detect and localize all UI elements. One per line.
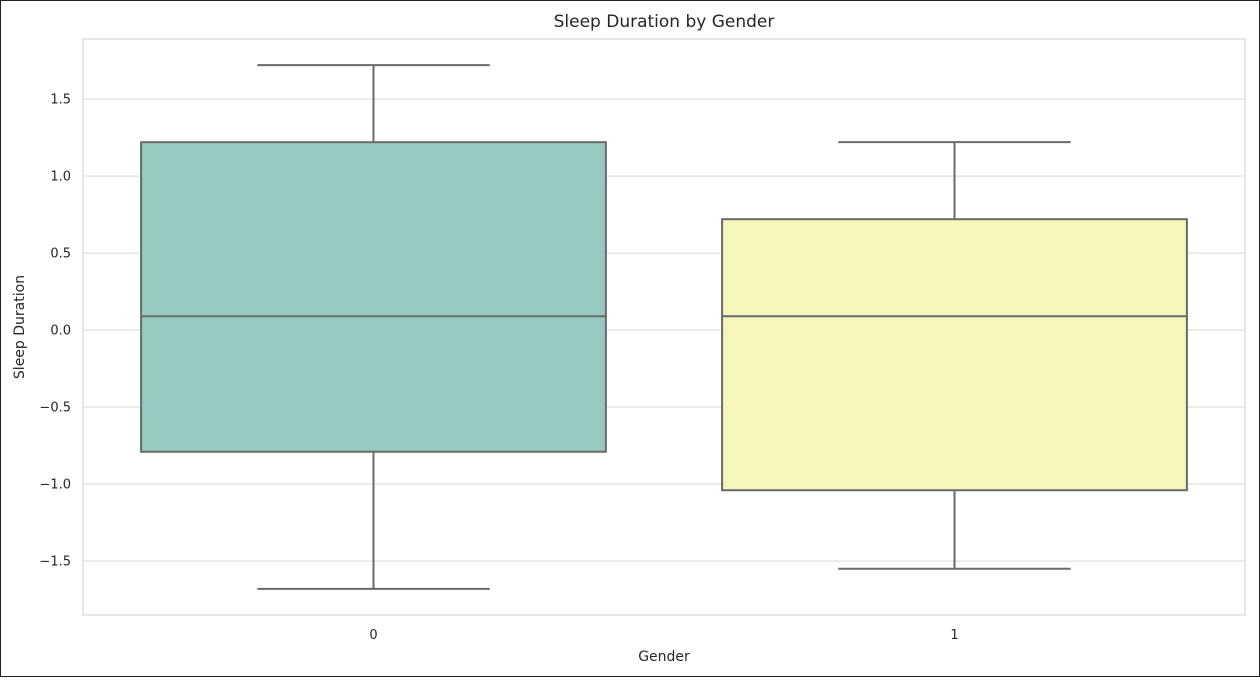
x-axis-label: Gender	[638, 649, 690, 665]
y-axis-label: Sleep Duration	[12, 275, 28, 379]
y-tick-label: 1.0	[50, 170, 71, 185]
box-group-1	[721, 141, 1188, 570]
x-tick-label: 0	[369, 628, 377, 643]
box-layer	[140, 64, 1188, 590]
box-iqr	[721, 218, 1188, 492]
chart-title: Sleep Duration by Gender	[554, 12, 775, 32]
y-tick-label: −0.5	[39, 401, 71, 416]
y-tick-label: −1.5	[39, 555, 71, 570]
y-tick-label: 1.5	[50, 93, 71, 108]
y-tick-labels: −1.5 −1.0 −0.5 0.0 0.5 1.0 1.5	[39, 93, 71, 570]
y-tick-label: −1.0	[39, 478, 71, 493]
y-tick-label: 0.5	[50, 247, 71, 262]
box-iqr	[140, 141, 607, 453]
y-tick-label: 0.0	[50, 324, 71, 339]
x-tick-label: 1	[950, 628, 958, 643]
box-group-0	[140, 64, 607, 590]
